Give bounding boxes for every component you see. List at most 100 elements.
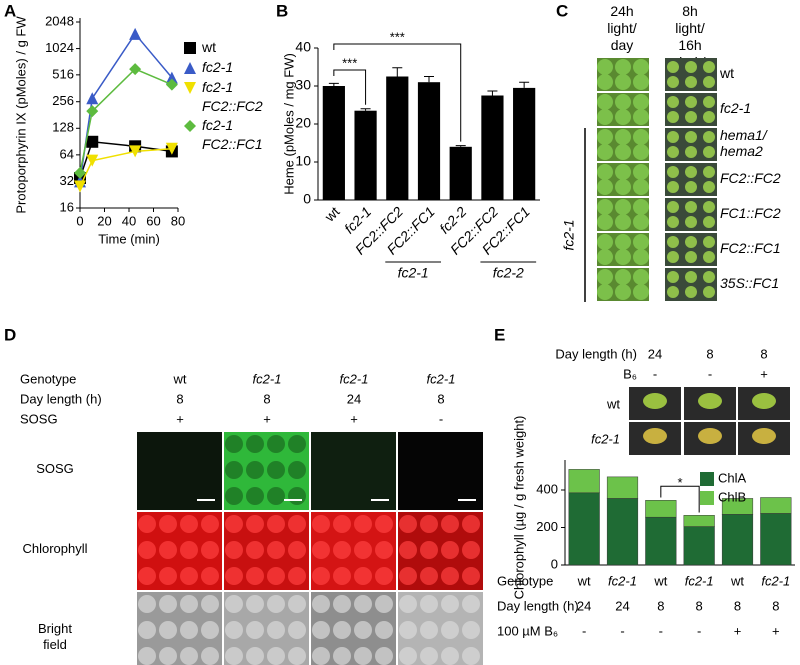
cell-blob — [159, 541, 177, 559]
panel-letter: D — [4, 325, 16, 344]
cell-blob — [138, 515, 156, 533]
row-label: FC2::FC2 — [720, 170, 781, 186]
cell-blob — [420, 567, 438, 585]
y-tick-label: 64 — [60, 146, 74, 161]
significance-bracket — [660, 485, 700, 513]
x-tick-label: 0 — [76, 213, 83, 228]
cell-blob — [288, 647, 306, 665]
cell-blob — [246, 515, 264, 533]
cell-blob — [246, 567, 264, 585]
cell-blob — [267, 567, 285, 585]
cell-blob — [138, 595, 156, 613]
bar — [386, 76, 409, 200]
x-tick-label: 40 — [122, 213, 136, 228]
seedling — [667, 236, 679, 248]
cell: 8 — [760, 346, 767, 361]
bar — [417, 82, 441, 200]
seedling — [703, 271, 715, 283]
row-header: Day length (h) — [555, 346, 637, 361]
seedling — [615, 234, 631, 250]
cell: - — [582, 623, 586, 638]
panel-letter: B — [276, 1, 288, 20]
marker — [86, 154, 99, 167]
seedling — [615, 284, 631, 300]
cell: 8 — [706, 346, 713, 361]
seedling — [685, 146, 697, 158]
cell-blob — [225, 461, 243, 479]
legend-label: fc2-1 FC2::FC1 — [202, 117, 263, 152]
seedling — [685, 131, 697, 143]
cell-blob — [420, 621, 438, 639]
cell: 8 — [176, 391, 183, 406]
group-label: fc2-2 — [493, 265, 524, 281]
cell: wt — [653, 573, 667, 588]
cell-blob — [201, 567, 219, 585]
row-label: FC2::FC1 — [720, 240, 781, 256]
legend-label: fc2-1 FC2::FC2 — [202, 79, 263, 114]
seedling — [615, 164, 631, 180]
cell-blob — [267, 647, 285, 665]
seedling — [685, 236, 697, 248]
cell: fc2-1 — [340, 371, 369, 386]
seedling — [685, 251, 697, 263]
cell-blob — [225, 515, 243, 533]
error-bar — [455, 145, 466, 147]
y-tick-label: 2048 — [45, 13, 74, 28]
bar-segment — [760, 497, 792, 514]
row-header: Genotype — [497, 573, 553, 588]
cell: + — [772, 623, 780, 638]
bar-segment — [683, 515, 715, 527]
seedling — [633, 129, 649, 145]
cell-blob — [267, 435, 285, 453]
cell-blob — [225, 567, 243, 585]
seedling — [667, 201, 679, 213]
seedling — [685, 96, 697, 108]
cell-blob — [267, 621, 285, 639]
seedling — [633, 249, 649, 265]
cell-blob — [312, 515, 330, 533]
row-label: wt — [719, 65, 734, 81]
cell-blob — [201, 515, 219, 533]
cell-blob — [375, 541, 393, 559]
cell-blob — [462, 647, 480, 665]
cell: - — [697, 623, 701, 638]
bracket-label: fc2-1 — [561, 219, 577, 250]
y-tick-label: 400 — [536, 481, 558, 496]
seedling — [597, 284, 613, 300]
seedling — [685, 271, 697, 283]
seedling — [703, 216, 715, 228]
seedling — [615, 129, 631, 145]
seedling — [643, 393, 667, 409]
seedling — [643, 428, 667, 444]
error-bar — [392, 67, 403, 77]
y-tick-label: 256 — [52, 93, 74, 108]
seedling — [685, 76, 697, 88]
x-tick-label: 60 — [146, 213, 160, 228]
cell: + — [760, 366, 768, 381]
seedling — [667, 76, 679, 88]
x-tick-label: wt — [321, 203, 343, 225]
bar-segment — [645, 500, 677, 518]
series-line — [79, 148, 172, 187]
cell-blob — [441, 541, 459, 559]
seedling — [667, 61, 679, 73]
y-axis-label: Protoporphyrin IX (pMoles) / g FW — [13, 16, 28, 214]
cell-blob — [267, 487, 285, 505]
cell-blob — [288, 567, 306, 585]
cell-blob — [159, 647, 177, 665]
cell-blob — [420, 595, 438, 613]
bar-segment — [568, 492, 600, 566]
cell-blob — [462, 595, 480, 613]
seedling — [667, 181, 679, 193]
cell-blob — [354, 647, 372, 665]
cell-blob — [399, 647, 417, 665]
row-header: 100 µM B₆ — [497, 623, 558, 638]
x-tick-label: 80 — [171, 213, 185, 228]
cell-blob — [375, 515, 393, 533]
micrograph — [311, 432, 396, 510]
legend-label: ChlA — [718, 470, 747, 485]
cell-blob — [225, 621, 243, 639]
panel-letter: A — [4, 1, 16, 20]
bar-segment — [721, 514, 754, 566]
row-label: hema1/hema2 — [720, 127, 769, 159]
